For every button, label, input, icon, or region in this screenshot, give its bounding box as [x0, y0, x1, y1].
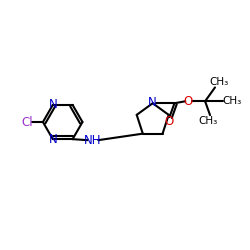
Text: O: O: [184, 95, 193, 108]
Text: N: N: [48, 133, 57, 146]
Text: N: N: [148, 96, 157, 109]
Text: O: O: [164, 114, 173, 128]
Text: CH₃: CH₃: [222, 96, 242, 106]
Text: CH₃: CH₃: [198, 116, 218, 126]
Text: CH₃: CH₃: [209, 78, 229, 88]
Text: NH: NH: [84, 134, 101, 147]
Text: N: N: [48, 98, 57, 112]
Text: Cl: Cl: [21, 116, 33, 128]
